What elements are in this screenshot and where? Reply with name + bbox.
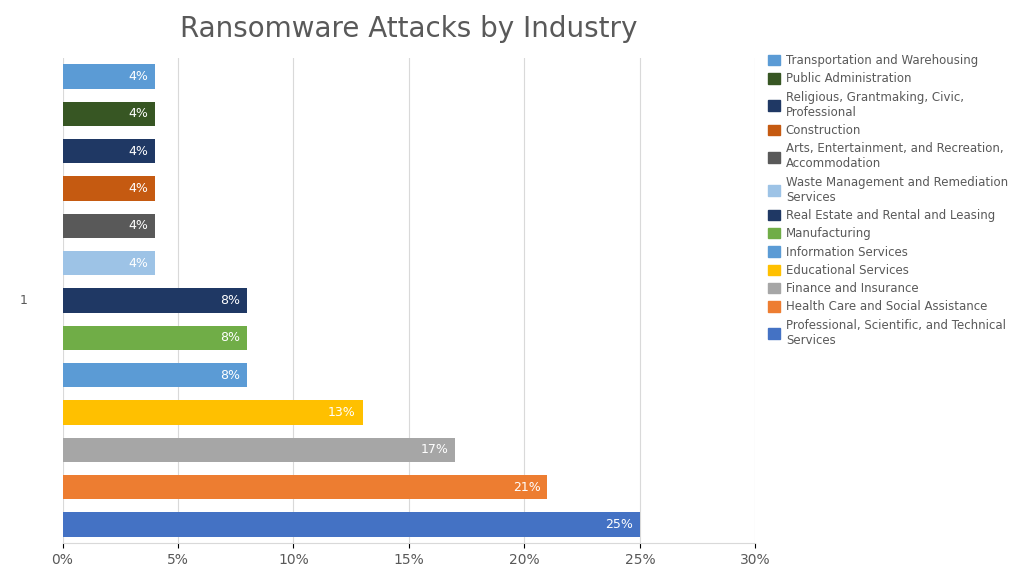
Text: 21%: 21%	[513, 481, 541, 494]
Bar	[62, 176, 155, 201]
Bar	[62, 326, 247, 350]
Bar	[62, 65, 155, 88]
Text: 13%: 13%	[328, 406, 355, 419]
Text: 4%: 4%	[128, 257, 148, 269]
Bar	[62, 102, 155, 126]
Text: 8%: 8%	[220, 369, 241, 382]
Text: 4%: 4%	[128, 107, 148, 120]
Bar	[62, 363, 247, 388]
Bar	[62, 400, 362, 425]
Bar	[62, 513, 640, 537]
Text: 8%: 8%	[220, 331, 241, 345]
Bar	[62, 289, 247, 313]
Bar	[62, 475, 548, 499]
Text: 17%: 17%	[420, 443, 449, 456]
Text: 25%: 25%	[605, 518, 633, 531]
Text: 4%: 4%	[128, 182, 148, 195]
Bar	[62, 438, 455, 462]
Bar	[62, 214, 155, 238]
Bar	[62, 251, 155, 275]
Legend: Transportation and Warehousing, Public Administration, Religious, Grantmaking, C: Transportation and Warehousing, Public A…	[768, 54, 1008, 347]
Text: 8%: 8%	[220, 294, 241, 307]
Title: Ransomware Attacks by Industry: Ransomware Attacks by Industry	[180, 15, 638, 43]
Bar	[62, 139, 155, 164]
Text: 1: 1	[20, 294, 28, 307]
Text: 4%: 4%	[128, 219, 148, 232]
Text: 4%: 4%	[128, 70, 148, 83]
Text: 4%: 4%	[128, 145, 148, 158]
